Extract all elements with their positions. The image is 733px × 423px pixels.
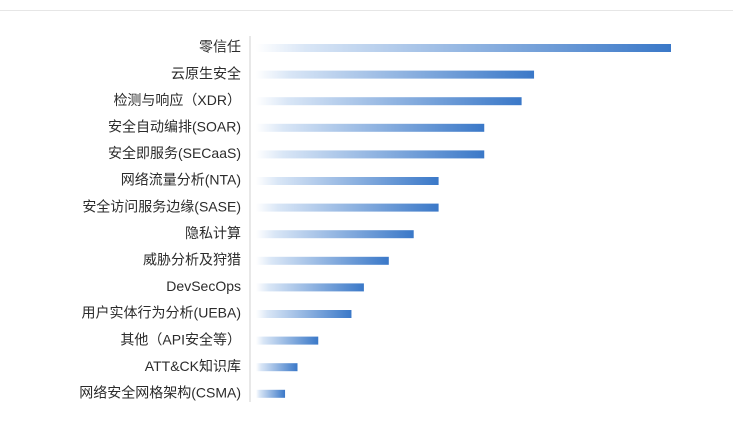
category-label: 隐私计算 [185, 225, 241, 241]
category-label: 网络安全网格架构(CSMA) [79, 385, 241, 401]
category-label: DevSecOps [166, 278, 241, 294]
bar [256, 44, 671, 52]
category-label: 其他（API安全等） [120, 331, 241, 347]
bar [256, 256, 389, 265]
bar [256, 203, 439, 212]
category-label: 威胁分析及狩猎 [143, 252, 241, 268]
bar [256, 336, 319, 345]
bars-group [256, 44, 671, 398]
category-label: 安全访问服务边缘(SASE) [82, 198, 241, 214]
bar [256, 230, 414, 239]
bar [256, 389, 286, 398]
bar [256, 177, 439, 185]
category-label: 云原生安全 [171, 65, 241, 81]
bar [256, 70, 535, 79]
bar [256, 283, 364, 292]
category-label: 安全即服务(SECaaS) [108, 145, 241, 161]
category-label: ATT&CK知识库 [145, 358, 241, 374]
bar [256, 310, 352, 318]
category-label: 检测与响应（XDR） [113, 92, 241, 108]
category-label: 安全自动编排(SOAR) [108, 119, 241, 135]
bar [256, 150, 485, 159]
category-label: 用户实体行为分析(UEBA) [82, 305, 241, 321]
top-divider [0, 10, 733, 11]
bar [256, 363, 298, 372]
category-label: 网络流量分析(NTA) [121, 172, 241, 188]
bar [256, 97, 522, 106]
category-label: 零信任 [199, 39, 241, 55]
bar [256, 123, 485, 132]
